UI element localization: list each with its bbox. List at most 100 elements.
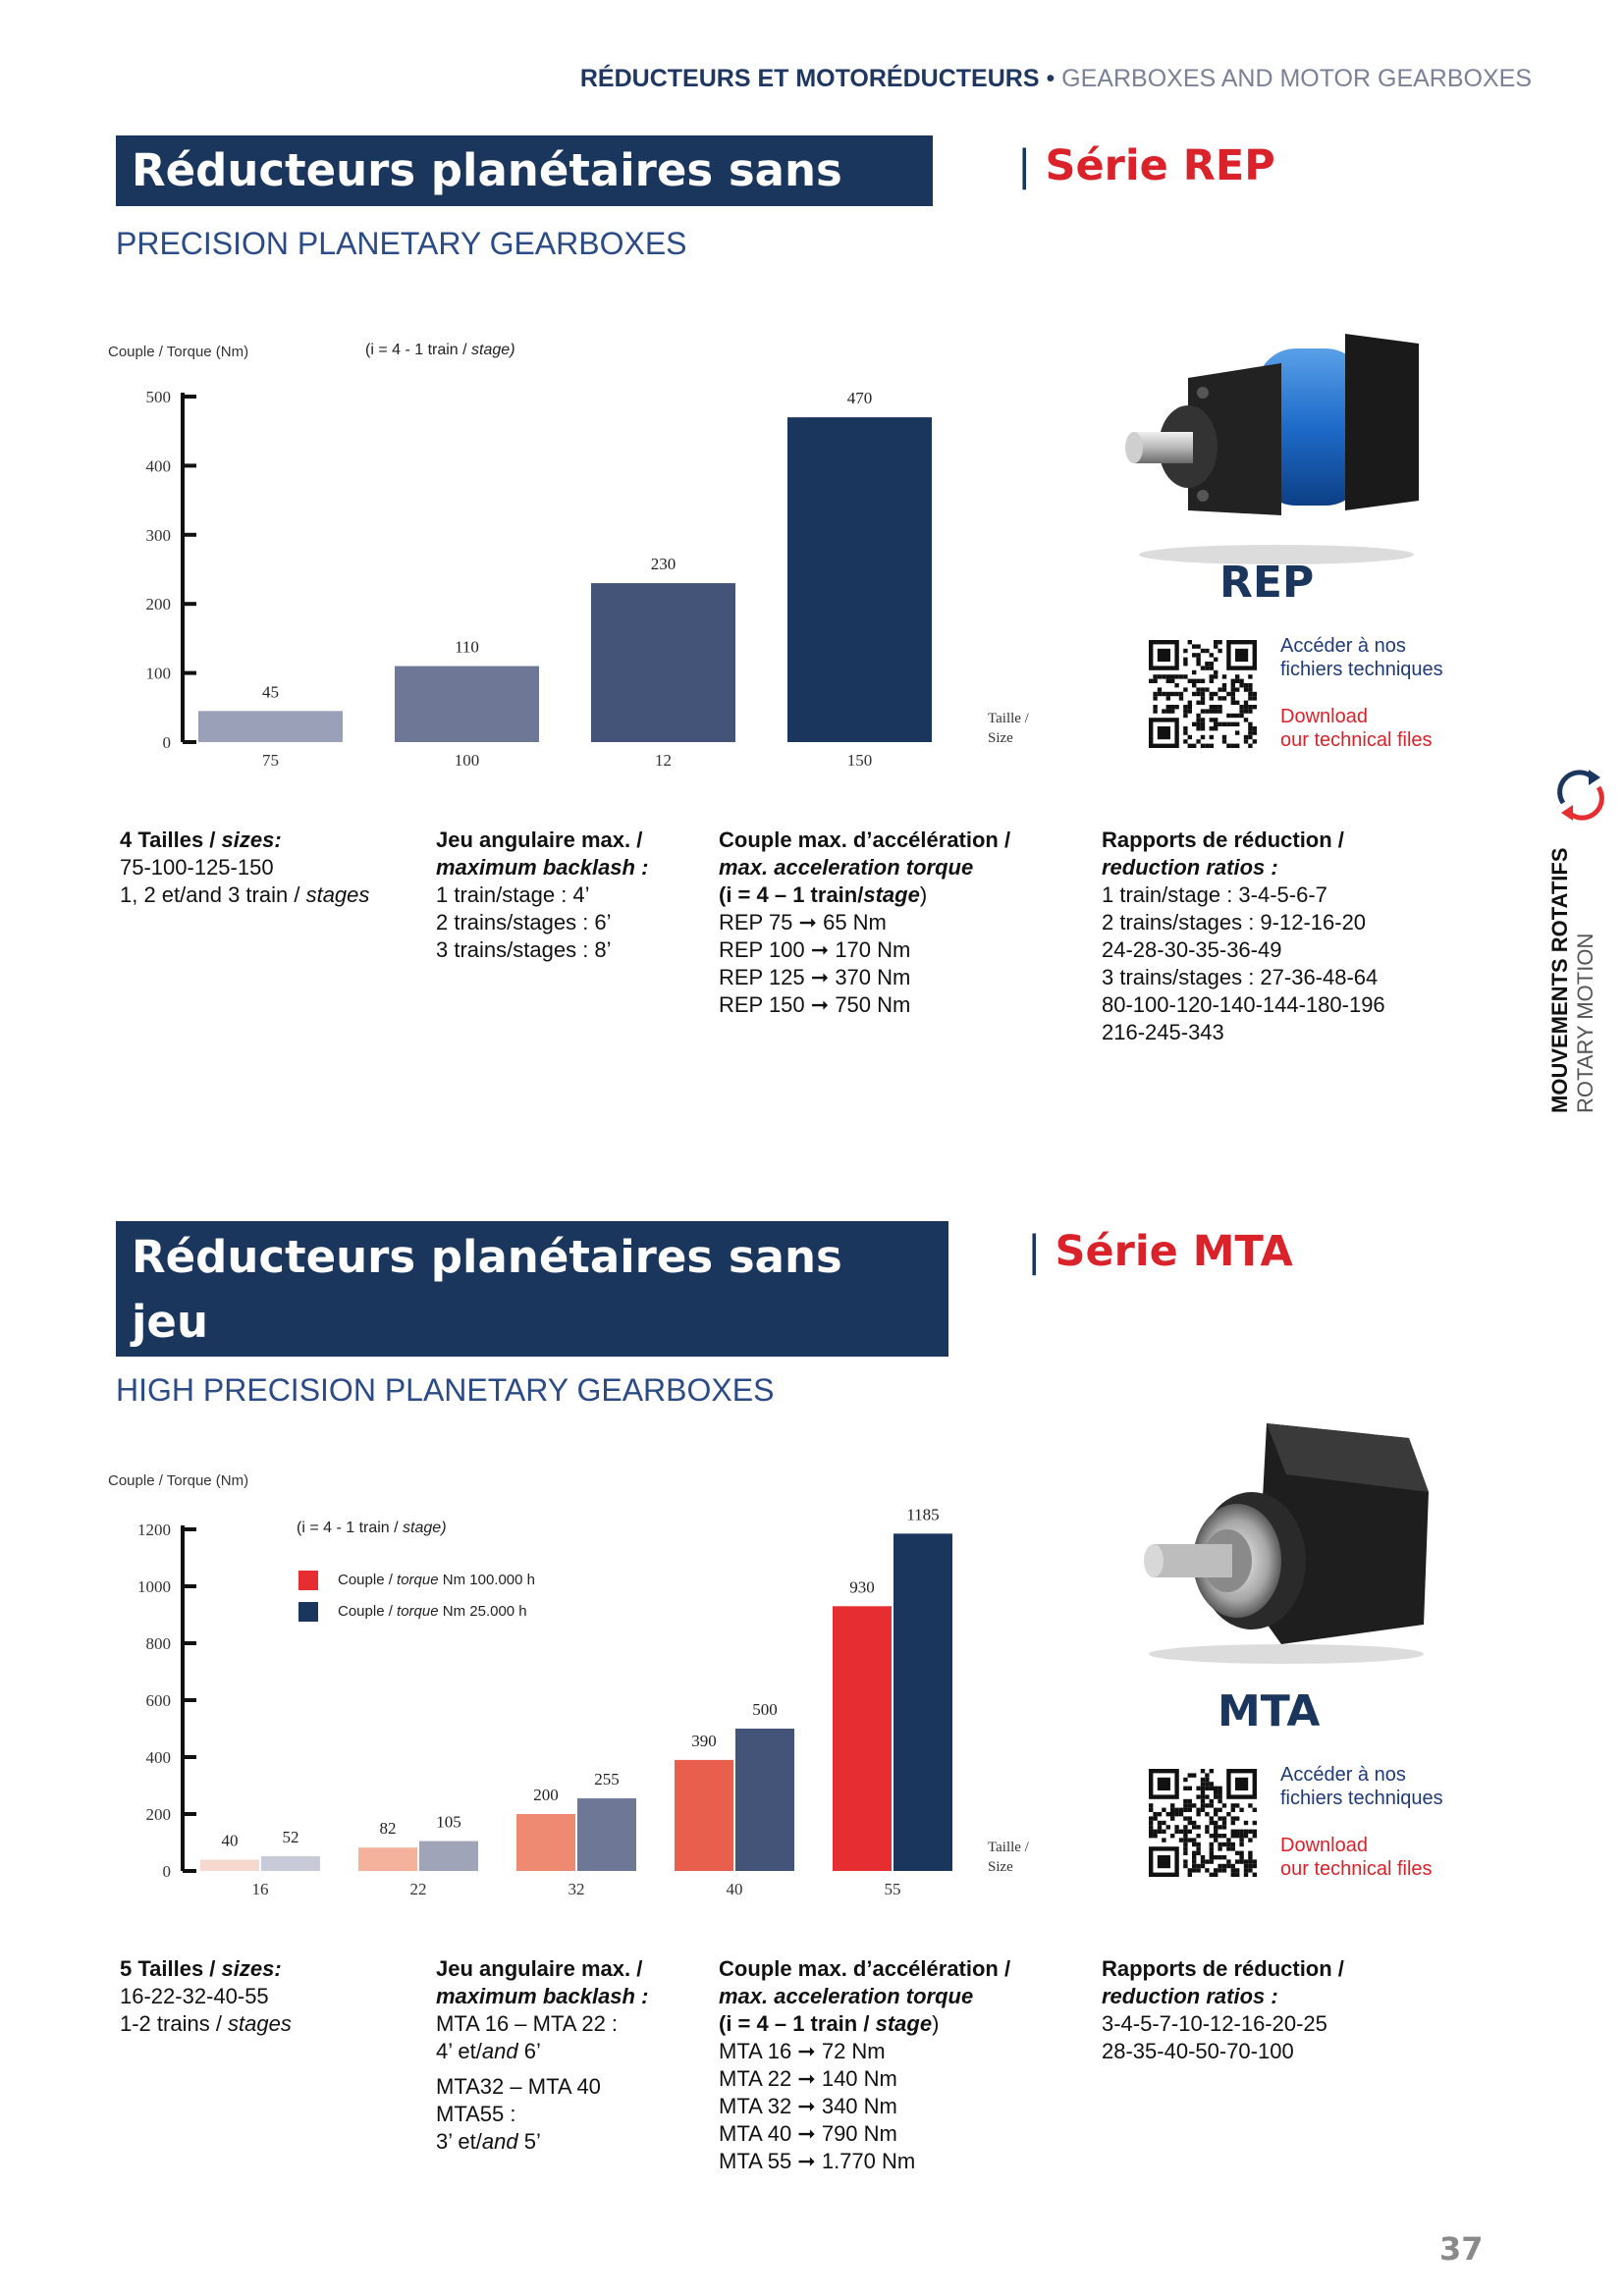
spec-text: 3 trains/stages : 8’	[436, 937, 612, 962]
qr-access-line2: fichiers techniques	[1280, 659, 1443, 680]
spec-text: MTA55 :	[436, 2102, 516, 2126]
bar	[893, 1533, 952, 1871]
header-bullet: •	[1046, 65, 1056, 92]
y-tick-label: 100	[146, 665, 172, 683]
x-tick-label: 12	[655, 751, 672, 770]
spec-text: Jeu angulaire max. /	[436, 828, 643, 852]
bar	[419, 1841, 478, 1871]
spec-text: MTA 32 ➞ 340 Nm	[719, 2094, 897, 2118]
spec-text: max. acceleration torque	[719, 855, 974, 880]
series-bar: |	[1017, 141, 1032, 190]
spec-text: 1, 2 et/and 3 train /	[120, 882, 306, 907]
spec-text: sizes:	[221, 1956, 282, 1981]
x-tick-label: 55	[885, 1880, 901, 1898]
spec-text: )	[932, 2011, 940, 2036]
x-tick-label: 16	[252, 1880, 269, 1898]
data-label: 390	[691, 1732, 717, 1750]
bar	[200, 1859, 259, 1871]
spec-text: sizes:	[221, 828, 282, 852]
section-title-rep: Réducteurs planétaires sans jeu	[116, 135, 933, 267]
spec-text: and	[481, 2129, 518, 2154]
spec-sizes-mta: 5 Tailles / sizes: 16-22-32-40-55 1-2 trai…	[120, 1955, 414, 2038]
legend-item-100000h: Couple / torque Nm 100.000 h	[298, 1565, 535, 1596]
legend-item-25000h: Couple / torque Nm 25.000 h	[298, 1596, 535, 1628]
y-tick-label: 0	[163, 733, 172, 752]
spec-text: )	[919, 882, 928, 907]
section-title-line: Réducteurs planétaires sans jeu	[132, 1231, 842, 1348]
qr-code-icon	[1149, 1769, 1257, 1877]
spec-text: and	[481, 2039, 518, 2063]
data-label: 105	[436, 1813, 461, 1832]
x-tick-label: 75	[262, 751, 279, 770]
y-tick-label: 200	[146, 595, 172, 614]
x-tick-label: 40	[727, 1880, 743, 1898]
spec-text: 4 Tailles /	[120, 828, 222, 852]
header-en: GEARBOXES AND MOTOR GEARBOXES	[1061, 65, 1532, 92]
legend-text-b: torque	[397, 1603, 439, 1620]
qr-access-line1: Accéder à nos	[1280, 635, 1406, 657]
spec-text: 16-22-32-40-55	[120, 1984, 269, 2008]
spec-text: MTA32 – MTA 40	[436, 2074, 601, 2099]
y-tick-label: 1200	[137, 1521, 171, 1539]
y-tick-label: 1000	[137, 1577, 171, 1596]
spec-text: reduction ratios :	[1102, 855, 1278, 880]
x-axis-label: Size	[988, 1859, 1013, 1875]
data-label: 110	[455, 638, 479, 657]
spec-backlash-rep: Jeu angulaire max. / maximum backlash :1 …	[436, 827, 701, 964]
spec-text: MTA 22 ➞ 140 Nm	[719, 2066, 897, 2091]
page-header: RÉDUCTEURS ET MOTORÉDUCTEURS • GEARBOXES…	[580, 65, 1532, 93]
spec-text: (i = 4 – 1 train/	[719, 882, 864, 907]
spec-text: 2 trains/stages : 9-12-16-20	[1102, 910, 1367, 934]
data-label: 1185	[906, 1505, 939, 1523]
data-label: 255	[594, 1770, 620, 1789]
chart1-ylabel: Couple / Torque (Nm)	[108, 344, 249, 360]
legend-swatch-navy	[298, 1602, 318, 1623]
data-label: 930	[849, 1577, 875, 1596]
legend-text-a: Couple /	[338, 1603, 398, 1620]
spec-text: Jeu angulaire max. /	[436, 1956, 643, 1981]
bar	[358, 1847, 417, 1871]
section-title-line: de haute précision	[132, 1361, 596, 1413]
header-fr: RÉDUCTEURS ET MOTORÉDUCTEURS	[579, 65, 1040, 92]
y-tick-label: 400	[146, 456, 172, 475]
chart1-note: (i = 4 - 1 train / stage)	[365, 342, 515, 359]
series-bar: |	[1027, 1227, 1042, 1276]
spec-torque-mta: Couple max. d’accélération / max. acceler…	[719, 1955, 1072, 2175]
data-label: 82	[380, 1819, 397, 1838]
spec-text: stage	[863, 882, 920, 907]
qr-download-line2: our technical files	[1280, 1858, 1433, 1880]
gearbox-product-icon	[1125, 334, 1419, 564]
spec-text: 6’	[517, 2039, 541, 2063]
y-tick-label: 300	[146, 526, 172, 545]
side-tab-fr: MOUVEMENTS ROTATIFS	[1547, 847, 1572, 1113]
spec-sizes-rep: 4 Tailles / sizes: 75-100-125-150 1, 2 et/…	[120, 827, 414, 909]
chart2-ylabel: Couple / Torque (Nm)	[108, 1472, 249, 1489]
bar	[577, 1798, 636, 1871]
qr-download-link[interactable]: Download our technical files	[1280, 1834, 1443, 1881]
spec-text: REP 125 ➞ 370 Nm	[719, 965, 911, 989]
bar	[395, 666, 539, 742]
legend-text-b: torque	[397, 1572, 439, 1588]
bar	[833, 1606, 892, 1871]
spec-text: Rapports de réduction /	[1102, 1956, 1344, 1981]
section-title-mta: Réducteurs planétaires sans jeu de haute…	[116, 1221, 948, 1413]
spec-text: MTA 16 – MTA 22 :	[436, 2011, 619, 2036]
spec-text: 5 Tailles /	[120, 1956, 222, 1981]
bar	[787, 417, 932, 742]
series-label-rep: | Série REP	[1017, 141, 1275, 190]
spec-text: MTA 16 ➞ 72 Nm	[719, 2039, 886, 2063]
rotate-arrows-icon	[1557, 770, 1604, 821]
chart2-note-b: stage)	[403, 1520, 447, 1536]
spec-text: REP 100 ➞ 170 Nm	[719, 937, 911, 962]
chart2-legend: Couple / torque Nm 100.000 h Couple / to…	[298, 1565, 535, 1628]
spec-text: 1-2 trains /	[120, 2011, 229, 2036]
spec-text: 2 trains/stages : 6’	[436, 910, 612, 934]
chart1-note-b: stage)	[471, 342, 515, 358]
qr-download-link[interactable]: Download our technical files	[1280, 705, 1443, 752]
data-label: 40	[222, 1831, 239, 1849]
spec-text: REP 75 ➞ 65 Nm	[719, 910, 887, 934]
data-label: 200	[533, 1786, 559, 1804]
spec-text: 1 train/stage : 4’	[436, 882, 590, 907]
section-title-line: Réducteurs planétaires sans jeu	[132, 144, 842, 267]
spec-text: reduction ratios :	[1102, 1984, 1278, 2008]
